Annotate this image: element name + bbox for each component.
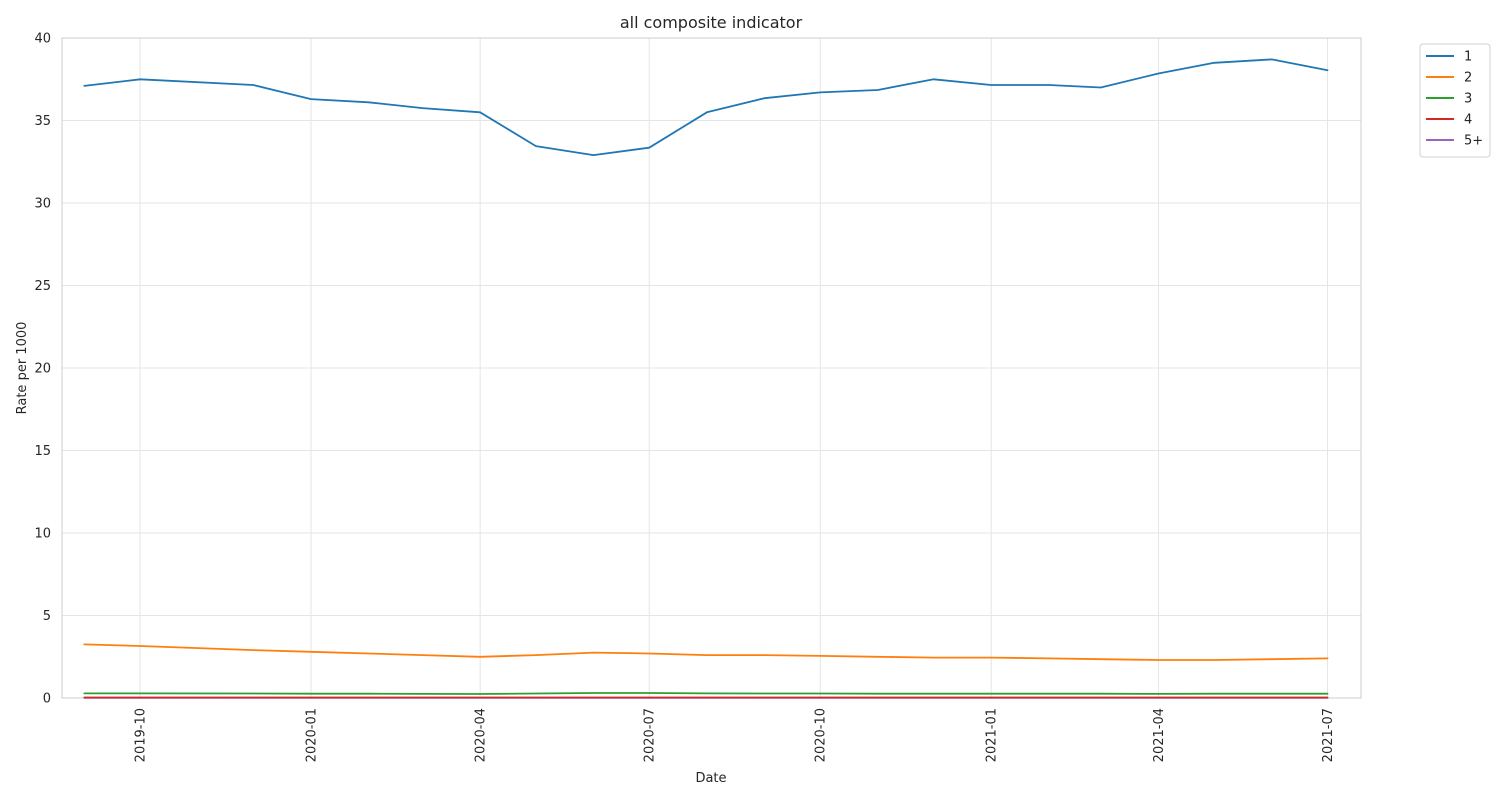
series-line-1	[83, 58, 1329, 157]
chart-title: all composite indicator	[620, 13, 803, 32]
x-axis-ticks: 2019-10 2020-01 2020-04 2020-07 2020-10 2021-…	[134, 708, 1336, 762]
x-tick-label: 2020-01	[305, 708, 320, 762]
x-tick-label: 2021-04	[1152, 708, 1167, 762]
y-tick-label: 40	[34, 32, 51, 47]
x-tick-label: 2019-10	[134, 708, 149, 762]
x-axis-label: Date	[695, 771, 726, 786]
y-tick-label: 0	[43, 692, 51, 707]
x-tick-label: 2020-04	[474, 708, 489, 762]
y-tick-label: 15	[34, 444, 51, 459]
series-lines	[83, 58, 1329, 699]
legend-box	[1419, 43, 1491, 158]
series-line-2	[83, 643, 1329, 661]
legend-label-4: 4	[1464, 113, 1472, 128]
y-axis-ticks: 0 5 10 15 20 25 30 35 40	[34, 32, 51, 707]
y-axis-label: Rate per 1000	[15, 322, 30, 415]
series-line-3	[83, 692, 1329, 695]
y-tick-label: 5	[43, 609, 51, 624]
x-tick-label: 2020-10	[814, 708, 829, 762]
y-tick-label: 20	[34, 362, 51, 377]
y-tick-label: 30	[34, 197, 51, 212]
grid	[62, 37, 1361, 699]
y-tick-label: 25	[34, 279, 51, 294]
legend: 1 2 3 4 5+	[1419, 43, 1491, 158]
legend-label-3: 3	[1464, 92, 1472, 107]
x-tick-label: 2021-01	[985, 708, 1000, 762]
y-tick-label: 35	[34, 114, 51, 129]
legend-label-1: 1	[1464, 50, 1472, 65]
x-tick-label: 2020-07	[643, 708, 658, 762]
legend-label-2: 2	[1464, 71, 1472, 86]
y-tick-label: 10	[34, 527, 51, 542]
x-tick-label: 2021-07	[1321, 708, 1336, 762]
legend-label-5plus: 5+	[1464, 134, 1483, 149]
